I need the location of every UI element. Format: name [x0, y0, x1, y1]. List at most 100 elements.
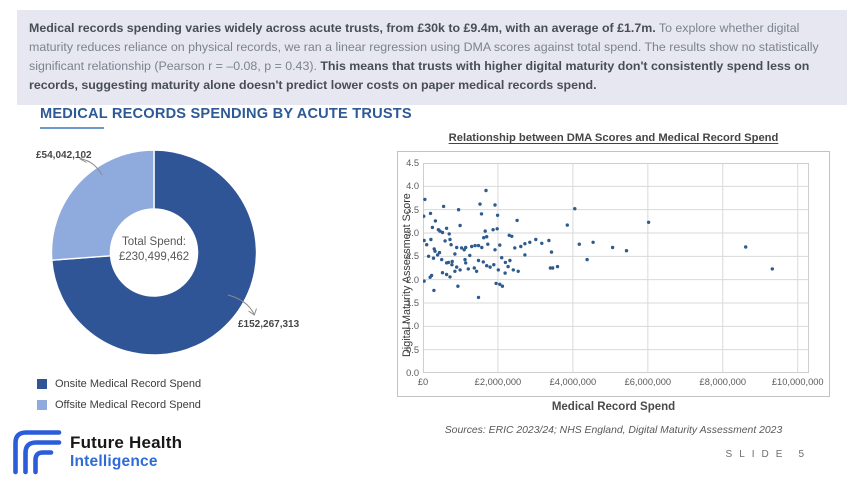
scatter-point [547, 238, 551, 243]
scatter-point [426, 254, 431, 258]
scatter-point [455, 245, 459, 250]
scatter-point [456, 284, 460, 288]
scatter-point [430, 225, 435, 230]
scatter-point [495, 227, 499, 231]
scatter-point [492, 263, 496, 267]
scatter-point [500, 284, 505, 288]
onsite-leader-arrow [227, 294, 257, 316]
scatter-point [453, 252, 457, 256]
scatter-point [500, 256, 504, 260]
scatter-chart-title: Relationship between DMA Scores and Medi… [448, 132, 779, 144]
y-tick-label: 3.5 [406, 204, 419, 215]
scatter-point [476, 295, 481, 300]
scatter-point [429, 237, 433, 242]
scatter-point [555, 264, 560, 269]
y-tick-label: 2.5 [406, 251, 419, 262]
scatter-point [498, 243, 502, 247]
x-tick-label: £2,000,000 [474, 377, 522, 387]
legend-item: Offsite Medical Record Spend [37, 394, 201, 415]
y-tick-label: 2.0 [406, 274, 419, 285]
scatter-point [435, 253, 440, 257]
scatter-point [481, 260, 485, 264]
scatter-point [428, 275, 432, 279]
commentary-segment: This means that trusts with higher digit… [29, 58, 810, 92]
scatter-x-axis-title: Medical Record Spend [551, 401, 676, 413]
scatter-point [494, 281, 498, 286]
x-tick-label: £6,000,000 [624, 377, 672, 387]
scatter-point [488, 265, 492, 269]
scatter-point [455, 265, 459, 269]
scatter-point [464, 261, 468, 265]
scatter-point [478, 202, 482, 206]
commentary-segment: To explore whether digital maturity redu… [29, 21, 819, 73]
y-tick-label: 1.5 [406, 298, 419, 308]
scatter-point [450, 263, 454, 267]
legend-swatch [37, 378, 47, 389]
scatter-point [459, 246, 464, 250]
scatter-point [498, 282, 502, 286]
x-tick-label: £10,000,000 [771, 377, 824, 387]
f-monogram-icon [13, 430, 62, 475]
scatter-point [476, 258, 481, 263]
scatter-point [423, 238, 426, 243]
scatter-point [425, 243, 429, 247]
donut-center-text: Total Spend: £230,499,462 [94, 235, 214, 265]
onsite-slice-label: £152,267,313 [238, 319, 300, 330]
scatter-point [423, 197, 427, 202]
scatter-point [453, 269, 457, 273]
scatter-point [440, 257, 444, 262]
scatter-point [506, 264, 510, 269]
scatter-point [480, 245, 484, 250]
scatter-point [446, 260, 451, 265]
x-tick-label: £4,000,000 [549, 377, 597, 387]
scatter-point [485, 235, 489, 239]
scatter-point [528, 240, 532, 244]
scatter-point [444, 272, 449, 277]
scatter-point [507, 233, 511, 237]
slide-number: SLIDE 5 [726, 449, 804, 460]
scatter-point [479, 212, 484, 216]
scatter-point [491, 228, 495, 232]
y-tick-label: 0.5 [406, 344, 419, 355]
scatter-point [486, 242, 490, 246]
scatter-point [534, 237, 538, 242]
scatter-point [591, 240, 595, 244]
scatter-point [448, 237, 452, 242]
future-health-logo: Future Health Intelligence [12, 429, 182, 475]
scatter-point [447, 232, 451, 236]
scatter-point [433, 219, 438, 223]
scatter-point [458, 268, 462, 272]
scatter-point [511, 268, 515, 272]
donut-legend: Onsite Medical Record Spend Offsite Medic… [37, 373, 201, 415]
scatter-point [549, 250, 554, 254]
y-tick-label: 4.0 [406, 181, 419, 192]
scatter-point [483, 229, 487, 233]
logo-text-line2: Intelligence [70, 453, 158, 471]
scatter-plot-area [423, 163, 809, 373]
scatter-point [503, 260, 508, 265]
scatter-point [585, 257, 589, 262]
commentary-segment: Medical records spending varies widely a… [29, 21, 656, 35]
donut-chart-title: MEDICAL RECORDS SPENDING BY ACUTE TRUSTS [40, 106, 412, 122]
scatter-point [503, 271, 507, 275]
scatter-chart-panel: Digital Maturity Assessment Score 4.5 4.0… [397, 151, 830, 397]
slide-number-value: 5 [798, 449, 804, 460]
scatter-point [423, 279, 426, 283]
scatter-point [468, 253, 472, 258]
scatter-point [577, 242, 581, 246]
scatter-point [508, 258, 512, 263]
x-tick-label: £0 [417, 377, 429, 387]
scatter-point [423, 214, 426, 218]
scatter-point [472, 266, 476, 270]
scatter-point [565, 223, 569, 227]
x-tick-label: £8,000,000 [699, 377, 747, 387]
legend-label: Offsite Medical Record Spend [55, 398, 201, 411]
legend-swatch [37, 399, 47, 410]
scatter-point [519, 244, 523, 249]
scatter-point [493, 203, 497, 207]
scatter-point [770, 267, 774, 271]
scatter-point [456, 208, 461, 212]
donut-slice [51, 149, 258, 356]
scatter-point [476, 243, 481, 248]
scatter-point [433, 249, 437, 253]
